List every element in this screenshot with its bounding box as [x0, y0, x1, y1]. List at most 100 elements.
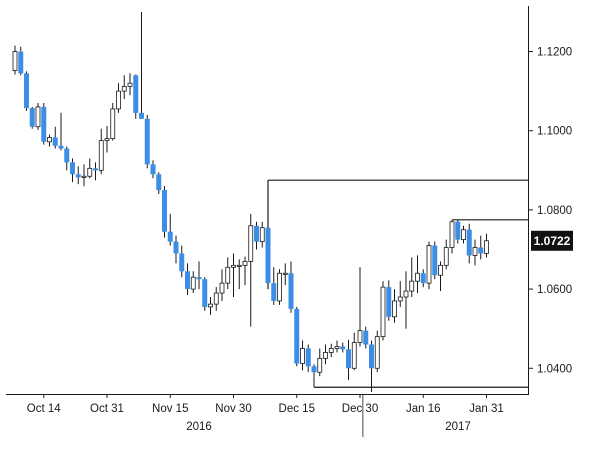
- candle: [403, 271, 409, 329]
- candle-body: [167, 231, 173, 242]
- candle-body: [380, 286, 386, 337]
- candle-body: [219, 282, 225, 294]
- candle-body: [409, 280, 415, 292]
- candle: [415, 255, 420, 294]
- candle: [150, 160, 156, 179]
- x-tick-label: Dec 30: [342, 403, 378, 415]
- candle: [70, 158, 75, 183]
- candle: [305, 344, 311, 373]
- x-tick-label: Oct 31: [90, 403, 124, 415]
- year-label-2017: 2017: [445, 421, 471, 433]
- candle: [259, 221, 265, 248]
- candle-body: [208, 303, 213, 308]
- candle-body: [346, 349, 351, 369]
- candle: [219, 269, 225, 301]
- candle-body: [110, 108, 116, 140]
- candle: [455, 219, 461, 244]
- candles-layer: [12, 11, 489, 393]
- candle: [52, 126, 58, 149]
- candle: [346, 339, 351, 381]
- candle-body: [133, 75, 139, 113]
- candle-body: [254, 225, 259, 242]
- candle-body: [363, 330, 369, 345]
- candle: [254, 221, 259, 250]
- candle-body: [185, 271, 190, 290]
- candle: [116, 83, 121, 113]
- candle: [386, 280, 392, 321]
- y-tick-label: 1.0400: [537, 363, 572, 375]
- candle-body: [415, 272, 420, 282]
- candle: [311, 364, 317, 388]
- candle: [351, 332, 357, 371]
- candle-body: [58, 145, 64, 149]
- candle-body: [12, 51, 18, 71]
- candle: [225, 257, 231, 290]
- candle-body: [484, 240, 489, 254]
- candle-body: [277, 272, 282, 302]
- candle-body: [64, 148, 70, 163]
- y-tick-label: 1.1000: [537, 126, 572, 138]
- candle-body: [478, 247, 484, 254]
- candle: [277, 269, 282, 305]
- candle: [162, 186, 167, 238]
- candle: [133, 74, 139, 119]
- candle: [12, 45, 18, 75]
- candle: [432, 241, 438, 280]
- candle-body: [213, 292, 219, 305]
- candle-body: [403, 290, 409, 298]
- candle: [472, 239, 478, 266]
- candle: [484, 233, 489, 258]
- candle: [443, 239, 449, 270]
- y-tick-label: 1.0800: [537, 205, 572, 217]
- candle: [340, 342, 346, 353]
- candle-body: [231, 264, 236, 268]
- candle-body: [93, 168, 98, 171]
- candle-body: [81, 175, 87, 178]
- candle-body: [455, 221, 461, 240]
- candle-body: [300, 348, 305, 364]
- candle: [58, 112, 64, 151]
- candle: [357, 267, 363, 347]
- candle-body: [271, 283, 277, 301]
- candle: [392, 289, 397, 323]
- candle: [41, 103, 47, 145]
- candle-body: [438, 264, 443, 276]
- candle-body: [426, 245, 432, 284]
- candle-body: [288, 273, 294, 309]
- candle: [231, 253, 236, 297]
- candle-body: [265, 227, 271, 284]
- candle-body: [351, 342, 357, 369]
- candle: [300, 340, 305, 371]
- candle-body: [311, 366, 317, 373]
- candle-body: [248, 225, 254, 262]
- candle: [271, 267, 277, 305]
- candle-body: [472, 247, 478, 256]
- candle: [35, 103, 41, 130]
- candle-body: [466, 229, 472, 256]
- candle: [87, 158, 93, 179]
- candle: [317, 348, 323, 377]
- y-axis-ticks: 1.1200 1.1000 1.0800 1.0600 1.0400: [528, 47, 572, 375]
- candle-body: [156, 174, 162, 191]
- candle: [397, 281, 403, 307]
- candle-body: [420, 273, 426, 284]
- candle-body: [323, 352, 328, 359]
- candle-body: [282, 272, 288, 275]
- candle: [323, 344, 328, 365]
- candle: [75, 166, 81, 185]
- candle: [185, 263, 190, 296]
- candle: [248, 213, 254, 327]
- candle: [173, 235, 179, 264]
- candle-body: [127, 82, 133, 87]
- candle-body: [24, 73, 29, 109]
- candle-body: [328, 348, 334, 353]
- candle-body: [334, 346, 340, 349]
- last-price-badge-box: [531, 230, 573, 251]
- candle-body: [144, 118, 150, 165]
- candle-body: [242, 260, 248, 266]
- x-tick-label: Nov 15: [152, 403, 188, 415]
- candle: [288, 261, 294, 313]
- candle: [426, 241, 432, 290]
- x-tick-label: Jan 31: [469, 403, 504, 415]
- candle-body: [443, 247, 449, 266]
